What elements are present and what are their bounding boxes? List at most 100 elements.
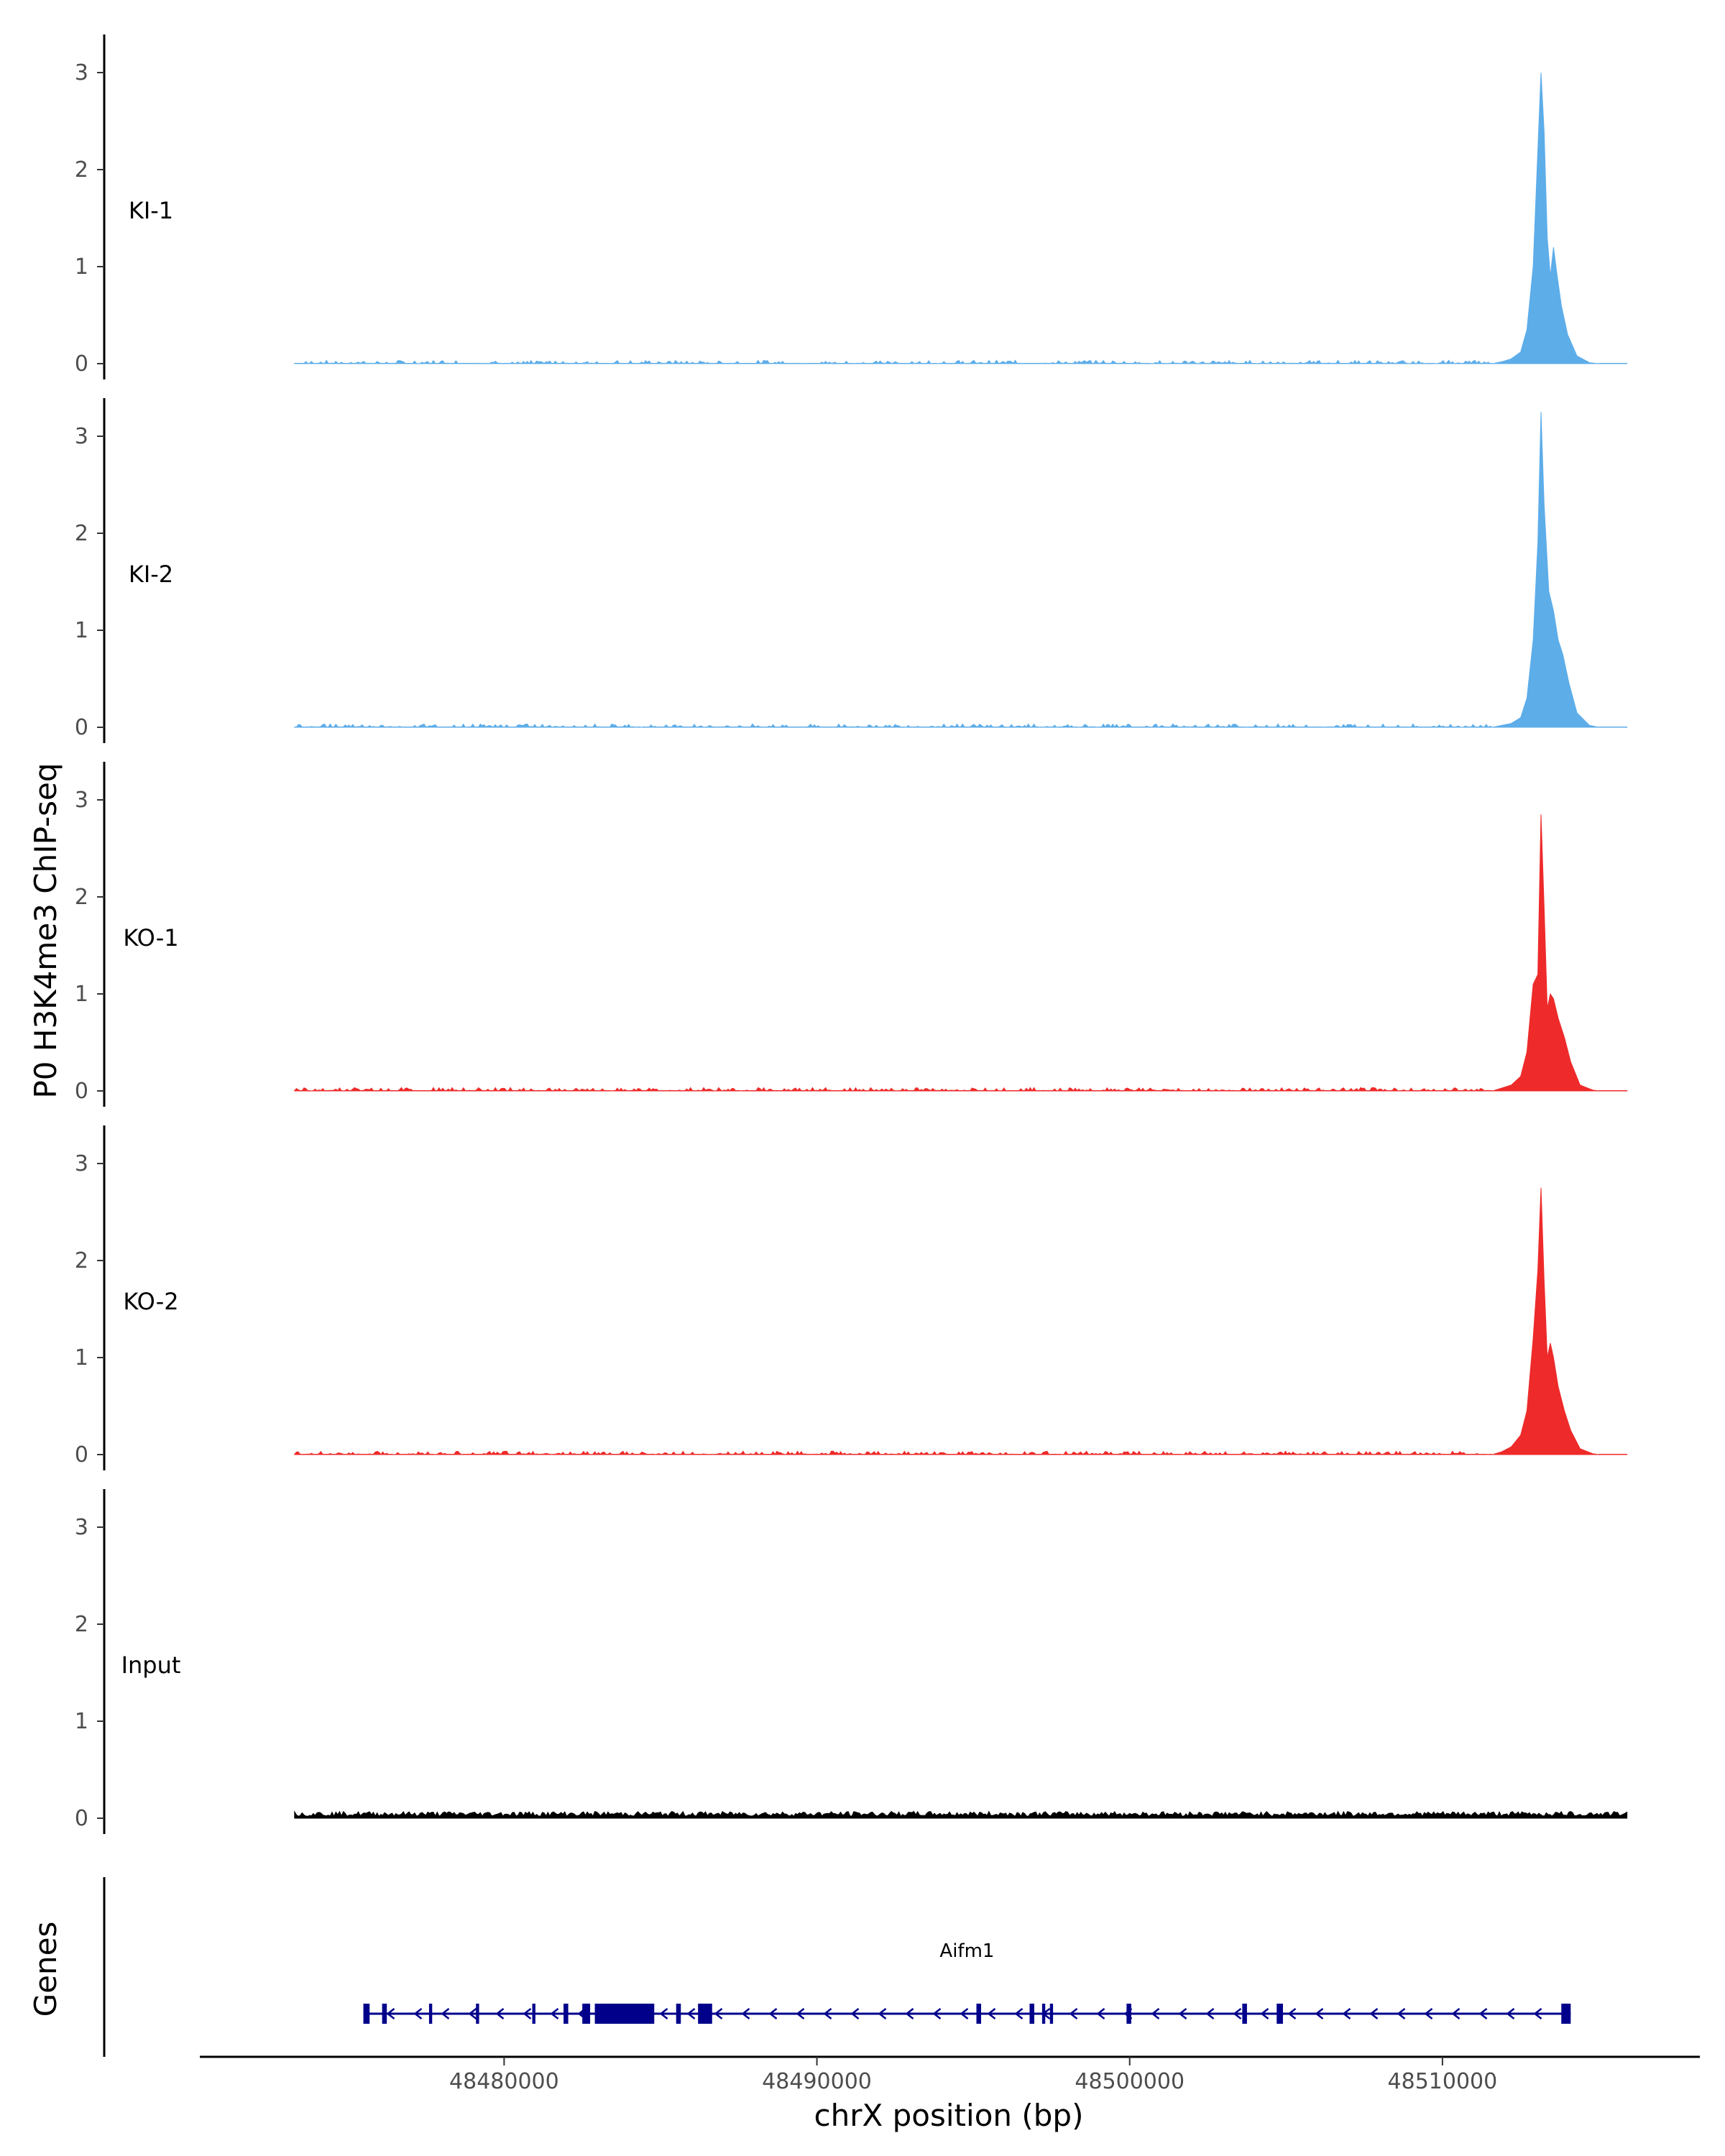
strand-chevron [495,2008,505,2019]
exon [976,2004,982,2024]
y-tick-label: 3 [75,424,88,449]
exon [564,2004,569,2024]
strand-chevron [1315,2008,1324,2019]
y-tick-label: 3 [75,1151,88,1176]
signal-area [294,72,1628,364]
y-tick-label: 3 [75,60,88,86]
y-axis-title: P0 H3K4me3 ChIP-seq [28,763,63,1098]
exon [698,2004,712,2024]
y-tick-label: 1 [75,618,88,643]
signal-area [294,1187,1628,1455]
strand-chevron [550,2008,559,2019]
y-tick-label: 1 [75,982,88,1007]
strand-chevron [932,2008,942,2019]
track-ko-2: 0 1 2 3 KO-2 [75,1125,1628,1470]
strand-chevron [468,2008,477,2019]
strand-chevron [1478,2008,1488,2019]
exon [382,2004,387,2024]
strand-chevron [1096,2008,1105,2019]
strand-chevron [1506,2008,1515,2019]
track-ko-1: 0 1 2 3 KO-1 [75,762,1628,1107]
x-tick-label: 48500000 [1075,2069,1184,2094]
gene-name-label: Aifm1 [939,1940,994,1962]
track-label: KI-2 [129,561,173,588]
track-label: KO-2 [123,1288,178,1315]
track-input: 0 1 2 3 Input [75,1489,1628,1834]
strand-chevron [987,2008,996,2019]
y-tick-label: 0 [75,715,88,740]
strand-chevron [960,2008,969,2019]
strand-chevron [796,2008,805,2019]
y-tick-label: 2 [75,1612,88,1637]
strand-chevron [659,2008,668,2019]
strand-chevron [768,2008,778,2019]
strand-chevron [1069,2008,1078,2019]
y-tick-label: 1 [75,1709,88,1734]
exon [1041,2004,1046,2024]
x-tick-label: 48490000 [762,2069,872,2094]
strand-chevron [1533,2008,1542,2019]
signal-area [294,1810,1628,1819]
track-ki-1: 0 1 2 3 KI-1 [75,34,1628,379]
y-tick-label: 1 [75,1345,88,1370]
strand-chevron [1178,2008,1187,2019]
exon [1049,2004,1054,2024]
exon [1276,2004,1283,2024]
track-ki-2: 0 1 2 3 KI-2 [75,398,1628,743]
strand-chevron [1233,2008,1242,2019]
y-tick-label: 3 [75,788,88,813]
x-tick-label: 48480000 [449,2069,559,2094]
y-tick-label: 2 [75,885,88,910]
strand-chevron [1260,2008,1269,2019]
x-tick-label: 48510000 [1388,2069,1498,2094]
y-tick-label: 1 [75,254,88,280]
strand-chevron [1205,2008,1215,2019]
exon [607,2004,655,2024]
exon [363,2004,370,2024]
strand-chevron [1424,2008,1433,2019]
exon [476,2004,479,2024]
track-label: KO-1 [123,924,178,952]
strand-chevron [850,2008,860,2019]
exon [428,2004,433,2024]
strand-chevron [1397,2008,1406,2019]
exon [582,2004,591,2024]
strand-chevron [1151,2008,1160,2019]
exon [1242,2004,1247,2024]
y-tick-label: 2 [75,157,88,183]
y-tick-label: 0 [75,1806,88,1831]
y-tick-label: 3 [75,1515,88,1540]
strand-chevron [905,2008,914,2019]
strand-chevron [1451,2008,1460,2019]
strand-chevron [1342,2008,1351,2019]
strand-chevron [523,2008,532,2019]
y-tick-label: 0 [75,1442,88,1468]
strand-chevron [1014,2008,1024,2019]
strand-chevron [413,2008,423,2019]
exon [1561,2004,1571,2024]
strand-chevron [823,2008,832,2019]
y-tick-label: 2 [75,1248,88,1273]
track-label: KI-1 [129,197,173,224]
strand-chevron [1369,2008,1379,2019]
track-label: Input [121,1651,181,1679]
exon [532,2004,535,2024]
x-axis: 48480000 48490000 48500000 48510000 [200,2055,1700,2094]
signal-area [294,412,1628,728]
y-tick-label: 0 [75,1079,88,1104]
strand-chevron [714,2008,723,2019]
genes-track-label: Genes [28,1922,63,2017]
y-tick-label: 2 [75,521,88,546]
exon [1029,2004,1034,2024]
strand-chevron [686,2008,696,2019]
strand-chevron [386,2008,395,2019]
exon [676,2004,681,2024]
exon [1126,2004,1131,2024]
signal-area [294,814,1628,1092]
strand-chevron [441,2008,450,2019]
genes-track: Genes Aifm1 [28,1877,1571,2057]
x-axis-title: chrX position (bp) [814,2098,1084,2133]
signal-tracks: 0 1 2 3 KI-1 0 1 2 3 KI-2 0 1 2 3 KO-1 0 1 2 3 KO-2 0 1 2 3 Inpu… [75,34,1628,1834]
gene-aifm1: Aifm1 [363,1940,1571,2024]
